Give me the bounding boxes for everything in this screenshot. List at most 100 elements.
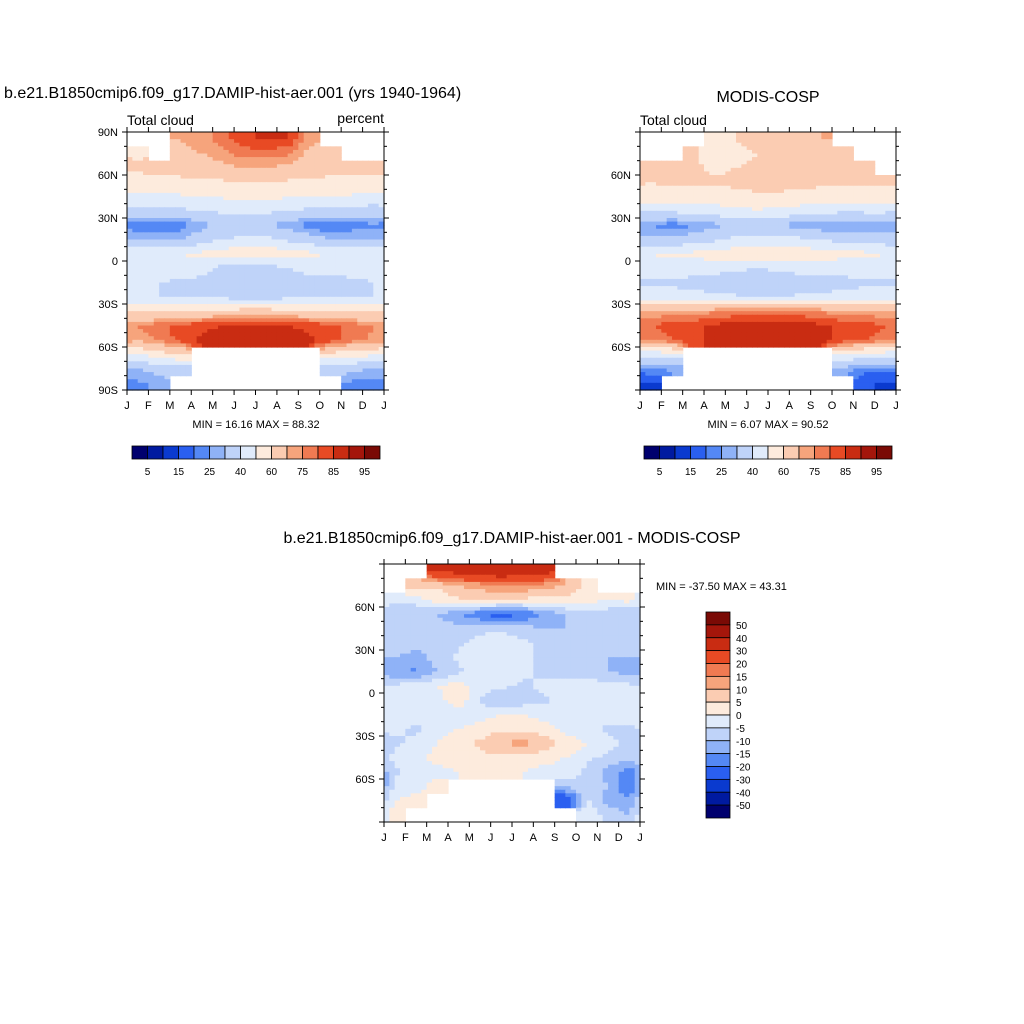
obs-cell-r7-c3-33	[720, 243, 726, 248]
model-cell-r13-c9-31	[325, 329, 332, 334]
obs-cell-r1-c5-11	[752, 149, 758, 155]
model-cell-r9-c8-01	[303, 261, 310, 266]
model-cell-r5-c0-23	[143, 210, 150, 216]
obs-cell-r0-c5-20	[746, 139, 753, 144]
model-cell-r1-c2-13	[185, 149, 192, 155]
model-cell-r5-c1-33	[164, 214, 171, 219]
obs-cell-r8-c8-12	[821, 250, 828, 255]
model-cell-r16-c11-00	[362, 361, 369, 366]
obs-cell-r3-c11-20	[874, 182, 881, 187]
model-cell-r10-c7-03	[292, 275, 299, 280]
model-cell-r9-c7-30	[276, 271, 283, 276]
model-cell-r10-c5-31	[239, 286, 246, 291]
obs-cell-r6-c11-30	[874, 228, 881, 233]
model-cell-r5-c0-21	[132, 210, 139, 216]
model-cell-r5-c7-22	[287, 210, 294, 216]
obs-cell-r2-c3-01	[709, 160, 716, 165]
model-cell-r3-c10-13	[357, 178, 364, 183]
model-cell-r4-c9-21	[325, 196, 332, 201]
model-cell-r4-c7-02	[287, 189, 294, 194]
model-cell-r0-c7-12	[287, 135, 294, 140]
model-cell-r14-c11-32	[373, 343, 380, 348]
model-cell-r4-c10-23	[357, 196, 364, 201]
model-cell-r9-c8-32	[309, 271, 315, 276]
model-cell-r13-c2-01	[175, 318, 182, 323]
obs-cell-r8-c0-00	[640, 246, 646, 251]
model-cell-r4-c11-22	[373, 196, 380, 201]
model-cell-r12-c0-11	[132, 307, 139, 312]
model-cell-r3-c2-03	[185, 175, 192, 180]
model-cell-r4-c5-23	[250, 196, 257, 201]
model-cell-r5-c7-00	[276, 203, 283, 208]
obs-cell-r9-c5-32	[757, 271, 764, 276]
model-cell-r9-c8-31	[303, 271, 310, 276]
model-cell-r14-c10-23	[357, 339, 364, 345]
model-cell-r11-c0-11	[132, 293, 139, 298]
obs-cell-r9-c1-02	[672, 261, 678, 266]
model-cell-r16-c0-21	[132, 368, 139, 373]
model-cell-r5-c1-32	[159, 214, 166, 219]
obs-cell-r7-c4-03	[741, 232, 748, 237]
model-cell-r5-c9-00	[319, 203, 326, 208]
obs-cell-r4-c6-03	[784, 189, 790, 194]
obs-cell-r9-c5-30	[746, 271, 753, 276]
model-cell-r16-c1-20	[148, 368, 155, 373]
obs-cell-r6-c6-03	[784, 218, 790, 223]
model-cell-r5-c3-21	[196, 210, 203, 216]
model-cell-r10-c6-23	[271, 282, 278, 287]
obs-cell-r7-c5-32	[757, 243, 764, 248]
model-cell-r3-c5-13	[250, 178, 257, 183]
obs-cell-r8-c1-22	[672, 253, 678, 259]
model-cell-r12-c8-30	[298, 314, 305, 319]
model-cell-r9-c5-00	[234, 261, 241, 266]
model-cell-r14-c5-13	[250, 336, 257, 341]
obs-cell-r4-c8-30	[810, 200, 817, 205]
obs-cell-r2-c8-33	[826, 171, 833, 176]
model-cell-r15-c1-03	[164, 347, 171, 352]
model-cell-r0-c6-00	[255, 132, 262, 137]
model-cell-r6-c9-02	[330, 218, 337, 223]
model-cell-r14-c9-22	[330, 339, 337, 345]
obs-cell-r2-c9-30	[832, 171, 838, 176]
model-cell-r10-c0-02	[137, 275, 144, 280]
model-cell-r2-c6-20	[255, 167, 262, 173]
obs-cell-r3-c10-22	[864, 182, 870, 187]
obs-cell-r2-c4-30	[725, 171, 732, 176]
obs-cell-r6-c5-13	[762, 221, 769, 226]
obs-cell-r7-c11-33	[890, 243, 897, 248]
obs-cell-r3-c7-00	[789, 175, 796, 180]
model-cell-r0-c5-30	[234, 142, 241, 147]
obs-cell-r3-c4-22	[736, 182, 742, 187]
model-cell-r3-c6-21	[260, 182, 267, 187]
obs-cell-r3-c3-22	[714, 182, 721, 187]
obs-cell-r9-c11-01	[880, 261, 886, 266]
model-cell-r15-c11-03	[378, 347, 385, 352]
model-cell-r12-c7-23	[292, 311, 299, 316]
model-cell-r15-c1-00	[148, 347, 155, 352]
obs-cell-r7-c7-21	[794, 239, 801, 244]
model-cell-r4-c9-10	[319, 192, 326, 198]
model-cell-r2-c9-31	[325, 171, 332, 176]
model-cell-r12-c0-03	[143, 304, 150, 309]
model-cell-r7-c2-30	[169, 243, 176, 248]
model-cell-r12-c0-10	[127, 307, 133, 312]
model-cell-r6-c1-03	[164, 218, 171, 223]
model-cell-r13-c6-20	[255, 325, 262, 330]
model-cell-r17-c0-01	[132, 375, 139, 380]
model-cell-r4-c10-11	[346, 192, 353, 198]
obs-cell-r3-c8-30	[810, 185, 817, 190]
obs-cell-r5-c9-33	[848, 214, 854, 219]
obs-cell-r3-c11-13	[890, 178, 897, 183]
model-cell-r11-c5-13	[250, 293, 257, 298]
obs-cell-r7-c10-10	[853, 235, 860, 241]
obs-cell-r2-c7-02	[800, 160, 806, 165]
obs-cell-r7-c5-22	[757, 239, 764, 244]
obs-cell-r0-c4-01	[730, 132, 737, 137]
model-cell-r1-c3-31	[196, 157, 203, 162]
model-cell-r7-c1-00	[148, 232, 155, 237]
obs-cell-r1-c3-31	[709, 157, 716, 162]
model-cell-r2-c4-03	[228, 160, 235, 165]
model-cell-r9-c5-22	[244, 268, 251, 273]
obs-cell-r1-c6-30	[768, 157, 774, 162]
model-cell-r2-c1-02	[159, 160, 166, 165]
